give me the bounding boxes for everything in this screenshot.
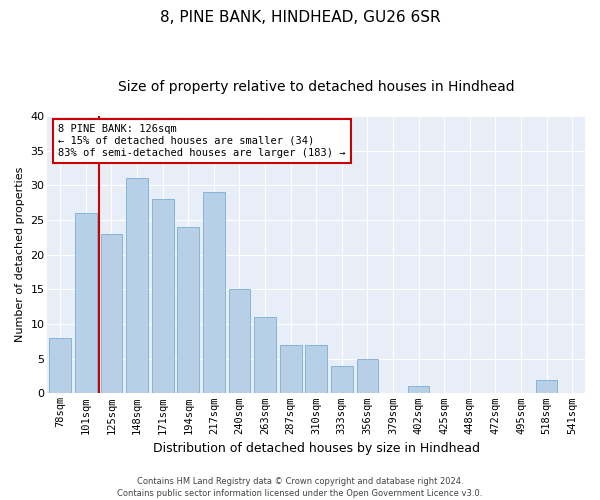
Bar [203, 192, 225, 394]
Bar [229, 290, 250, 394]
Y-axis label: Number of detached properties: Number of detached properties [15, 167, 25, 342]
Text: 8 PINE BANK: 126sqm
← 15% of detached houses are smaller (34)
83% of semi-detach: 8 PINE BANK: 126sqm ← 15% of detached ho… [58, 124, 346, 158]
Bar [408, 386, 430, 394]
Bar [305, 345, 327, 394]
Bar [126, 178, 148, 394]
Bar [49, 338, 71, 394]
Bar [331, 366, 353, 394]
Text: 8, PINE BANK, HINDHEAD, GU26 6SR: 8, PINE BANK, HINDHEAD, GU26 6SR [160, 10, 440, 25]
Text: Contains HM Land Registry data © Crown copyright and database right 2024.
Contai: Contains HM Land Registry data © Crown c… [118, 476, 482, 498]
Bar [280, 345, 302, 394]
Bar [356, 358, 379, 394]
Bar [536, 380, 557, 394]
X-axis label: Distribution of detached houses by size in Hindhead: Distribution of detached houses by size … [153, 442, 480, 455]
Bar [254, 317, 276, 394]
Bar [75, 213, 97, 394]
Bar [101, 234, 122, 394]
Bar [152, 199, 173, 394]
Title: Size of property relative to detached houses in Hindhead: Size of property relative to detached ho… [118, 80, 515, 94]
Bar [178, 227, 199, 394]
